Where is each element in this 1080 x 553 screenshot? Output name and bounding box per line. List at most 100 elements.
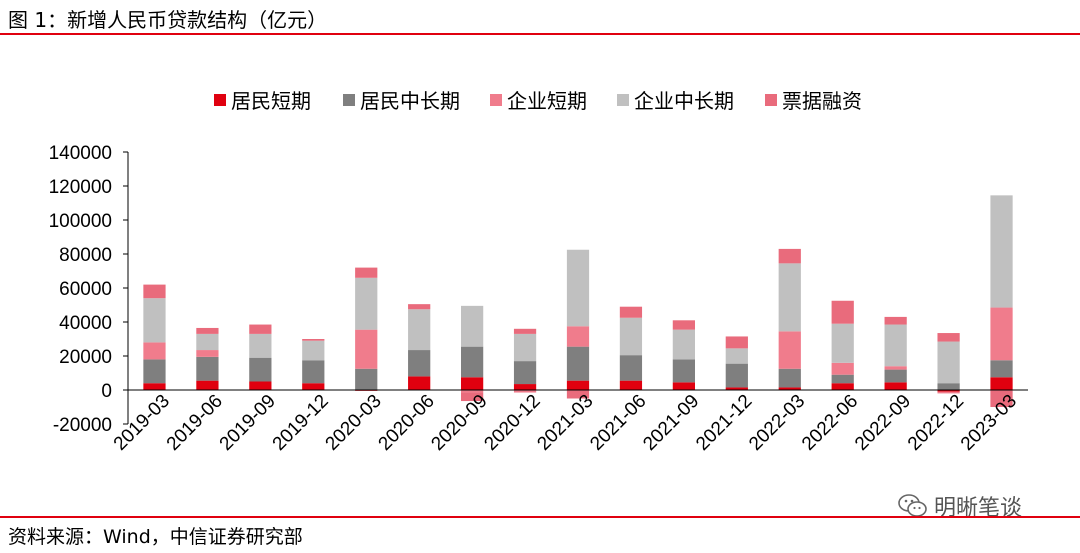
x-tick-label: 2021-09 [639,391,703,455]
bar-segment [990,377,1013,390]
bar-segment [355,267,378,278]
bar-segment [513,333,537,362]
bar-segment [249,333,272,358]
bar-segment [302,360,325,384]
bar-segment [672,359,695,383]
bar-segment [302,340,325,361]
bottom-rule [0,516,1080,518]
bar-segment [725,336,748,349]
figure-title: 图 1：新增人民币贷款结构（亿元） [8,8,328,32]
bar-segment [619,317,643,356]
bar-segment [302,383,325,390]
bar-segment [672,382,695,390]
y-tick-label: 0 [101,381,112,402]
bar-segment [884,382,907,390]
bar-segment [619,355,643,381]
bar-segment [884,324,907,367]
x-tick-label: 2019-09 [216,391,280,455]
legend-label: 企业中长期 [634,89,734,113]
bar-segment [408,376,431,390]
bar-segment [990,307,1013,361]
x-tick-label: 2021-03 [533,391,597,455]
bar-segment [355,329,378,369]
bar-segment [143,383,166,390]
bar-segment [725,348,748,364]
bar-segment [566,390,590,399]
bar-segment [672,329,695,360]
x-tick-label: 2022-09 [851,391,915,455]
bar-segment [778,368,801,388]
bar-segment [461,346,484,378]
bar-segment [461,377,484,390]
bar-segment [513,361,537,385]
bar-segment [937,390,960,392]
legend-label: 居民中长期 [360,89,460,113]
x-tick-label: 2019-06 [163,391,227,455]
y-tick-label: 20000 [59,347,112,368]
bar-segment [355,368,378,390]
bar-segment [831,323,854,363]
y-tick-label: 40000 [59,313,112,334]
bar-segment [461,305,484,347]
bar-segment [831,374,854,384]
source-note: 资料来源：Wind，中信证券研究部 [8,526,303,548]
x-axis: 2019-032019-062019-092019-122020-032020-… [110,389,1028,455]
bars [143,195,1013,407]
bar-segment [990,195,1013,308]
bar-segment [408,304,431,310]
bar-segment [513,384,537,390]
bar-segment [619,306,643,318]
x-tick-label: 2019-03 [110,391,174,455]
bar-segment [831,383,854,390]
bar-segment [461,392,484,402]
bar-segment [249,324,272,334]
bar-segment [566,326,590,347]
bar-segment [143,342,166,360]
x-tick-label: 2023-03 [957,391,1021,455]
bar-segment [937,391,960,394]
bar-segment [725,387,748,390]
x-tick-label: 2019-12 [269,391,333,455]
y-tick-label: 80000 [59,245,112,266]
bar-segment [566,346,590,381]
legend: 居民短期 居民中长期 企业短期 企业中长期 票据融资 [214,89,862,113]
bar-segment [143,359,166,384]
x-tick-label: 2020-09 [427,391,491,455]
x-tick-label: 2020-12 [480,391,544,455]
x-tick-label: 2021-12 [692,391,756,455]
bar-segment [990,390,1013,407]
y-axis: -20000 0 20000 40000 60000 80000 100000 120000 1… [49,143,129,436]
x-tick-label: 2021-06 [586,391,650,455]
bar-segment [196,350,219,357]
bar-segment [566,249,590,327]
y-tick-label: 60000 [59,279,112,300]
bar-segment [355,277,378,330]
bar-segment [937,333,960,342]
x-tick-label: 2022-03 [745,391,809,455]
legend-label: 企业短期 [507,89,587,113]
bar-segment [778,331,801,369]
bar-segment [937,383,960,390]
legend-label: 居民短期 [231,89,311,113]
chart: 居民短期 居民中长期 企业短期 企业中长期 票据融资 -20000 0 20000 40000… [49,89,1028,455]
x-tick-label: 2020-06 [375,391,439,455]
top-rule [0,33,1080,35]
y-tick-label: -20000 [53,415,112,436]
bar-segment [831,362,854,375]
y-tick-label: 120000 [49,177,112,198]
bar-segment [937,341,960,384]
legend-swatch [343,94,355,106]
bar-segment [249,381,272,390]
bar-segment [196,380,219,390]
x-tick-label: 2022-12 [904,391,968,455]
legend-swatch [617,94,629,106]
bar-segment [513,328,537,334]
legend-swatch [490,94,502,106]
bar-segment [196,356,219,381]
legend-swatch [214,94,226,106]
bar-segment [461,390,484,393]
bar-segment [408,309,431,351]
bar-segment [196,327,219,334]
bar-segment [513,390,537,393]
y-tick-label: 140000 [49,143,112,164]
